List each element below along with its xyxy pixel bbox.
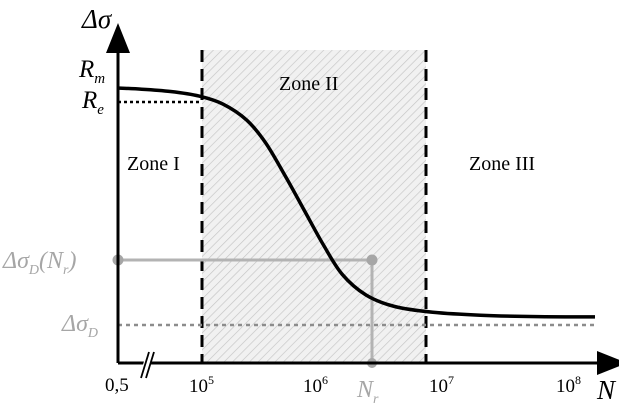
nr-label: Nr bbox=[356, 377, 379, 405]
x-tick-label-1e7: 107 bbox=[429, 373, 454, 397]
delta-sigma-d-label: ΔσD bbox=[61, 311, 98, 341]
marker-point-on-curve bbox=[366, 254, 378, 266]
y-axis-label: Δσ bbox=[81, 4, 113, 34]
zone-i-label: Zone I bbox=[127, 153, 180, 175]
x-tick-label-1e8: 108 bbox=[556, 373, 581, 397]
x-axis-label: N bbox=[596, 375, 617, 405]
zone-ii-label: Zone II bbox=[279, 73, 338, 95]
rm-label: Rm bbox=[78, 56, 105, 87]
zone-ii-hatch bbox=[202, 50, 426, 363]
re-label: Re bbox=[81, 87, 104, 118]
x-axis-break bbox=[139, 349, 155, 379]
x-tick-label-1e6: 106 bbox=[303, 373, 328, 397]
zone-iii-label: Zone III bbox=[469, 153, 535, 175]
x-tick-label-1e5: 105 bbox=[189, 373, 214, 397]
fatigue-curve bbox=[117, 86, 596, 319]
x-tick-label-0-5: 0,5 bbox=[105, 375, 129, 396]
delta-sigma-d-nr-label: ΔσD(Nr) bbox=[2, 248, 77, 278]
